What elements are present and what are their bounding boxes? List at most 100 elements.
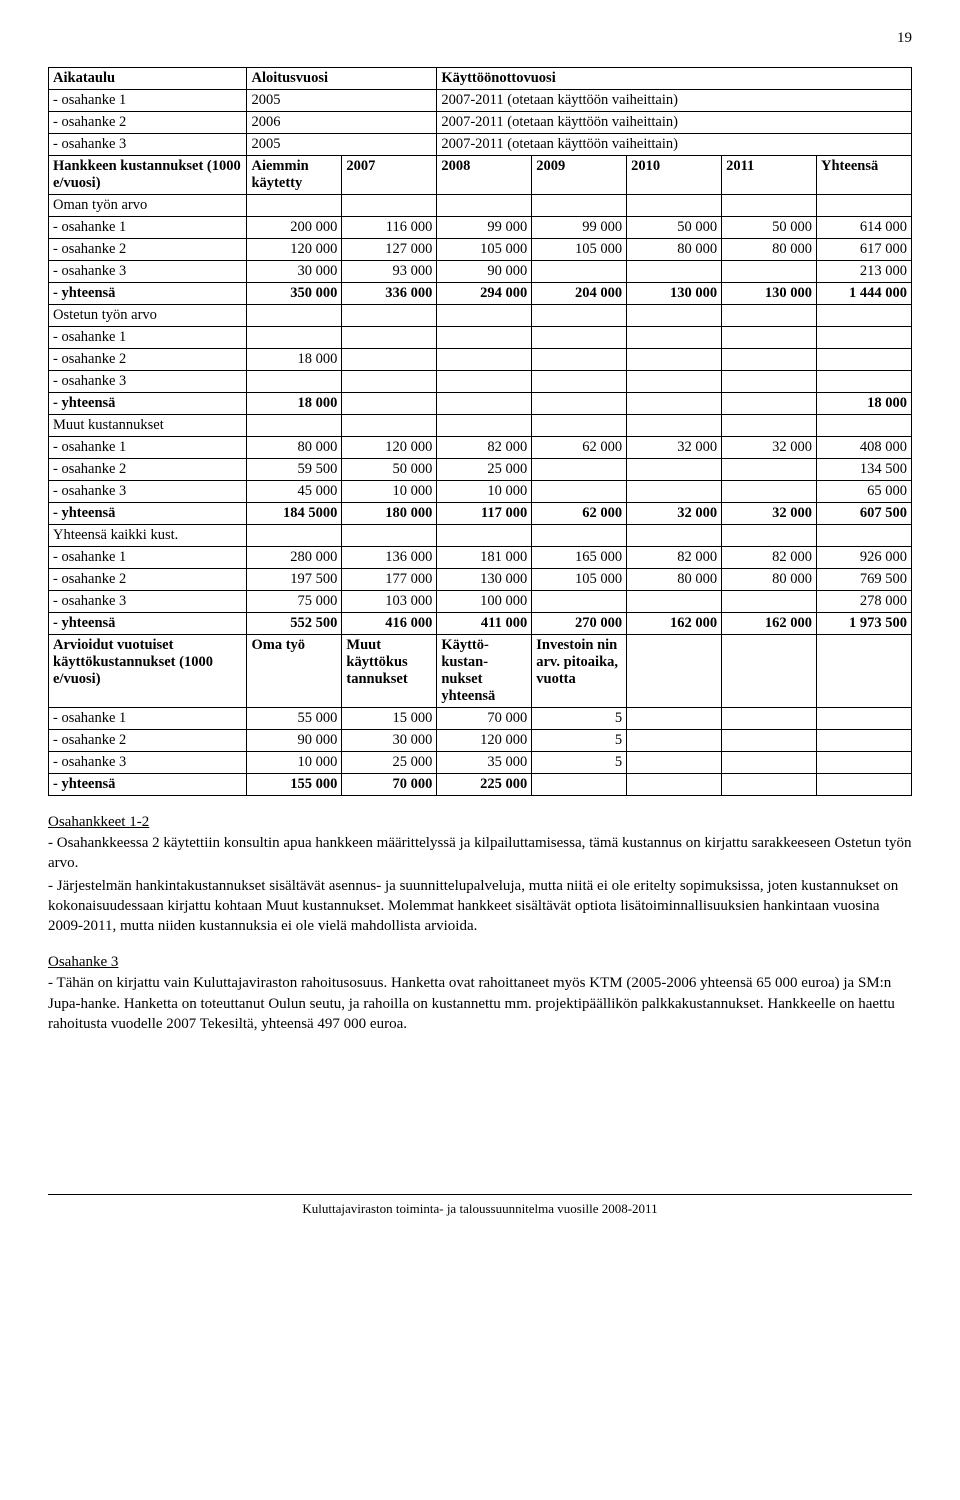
- group-row: 181 000: [437, 547, 532, 569]
- group-total-row: [722, 393, 817, 415]
- main-table: AikatauluAloitusvuosiKäyttöönottovuosi- …: [48, 67, 912, 796]
- section-title: Osahanke 3: [48, 954, 912, 971]
- group-row: [532, 481, 627, 503]
- group-row: - osahanke 2: [49, 239, 247, 261]
- group-row: - osahanke 2: [49, 569, 247, 591]
- group-row: [627, 371, 722, 393]
- empty-cell: [532, 305, 627, 327]
- group-total-row: 32 000: [722, 503, 817, 525]
- group-row: 75 000: [247, 591, 342, 613]
- group-row: 30 000: [247, 261, 342, 283]
- group-row: 120 000: [342, 437, 437, 459]
- group-row: - osahanke 3: [49, 481, 247, 503]
- group-row: 130 000: [437, 569, 532, 591]
- group-row: 134 500: [817, 459, 912, 481]
- annual-row: 35 000: [437, 752, 532, 774]
- annual-row: 5: [532, 752, 627, 774]
- empty-cell: [532, 195, 627, 217]
- group-row: [532, 371, 627, 393]
- group-row: [722, 327, 817, 349]
- empty-cell: [247, 305, 342, 327]
- group-total-row: 130 000: [627, 283, 722, 305]
- empty-cell: [437, 525, 532, 547]
- group-row: - osahanke 1: [49, 547, 247, 569]
- group-row: [722, 261, 817, 283]
- group-row: [437, 349, 532, 371]
- annual-row: 5: [532, 730, 627, 752]
- group-row: 10 000: [342, 481, 437, 503]
- annual-row: 15 000: [342, 708, 437, 730]
- group-title: Ostetun työn arvo: [49, 305, 247, 327]
- annual-row: 25 000: [342, 752, 437, 774]
- annual-row: 55 000: [247, 708, 342, 730]
- group-total-row: [342, 393, 437, 415]
- annual-total-row: [627, 774, 722, 796]
- group-row: 197 500: [247, 569, 342, 591]
- header-kayttoonotto: Käyttöönottovuosi: [437, 68, 912, 90]
- group-row: 105 000: [532, 569, 627, 591]
- group-row: [532, 591, 627, 613]
- empty-cell: [722, 525, 817, 547]
- group-total-row: [627, 393, 722, 415]
- group-row: - osahanke 3: [49, 591, 247, 613]
- empty-cell: [722, 195, 817, 217]
- group-total-row: 184 5000: [247, 503, 342, 525]
- group-total-row: 294 000: [437, 283, 532, 305]
- annual-row: 30 000: [342, 730, 437, 752]
- group-total-row: 607 500: [817, 503, 912, 525]
- annual-header: [817, 635, 912, 708]
- group-row: 18 000: [247, 349, 342, 371]
- schedule-year: 2005: [247, 134, 437, 156]
- schedule-label: - osahanke 1: [49, 90, 247, 112]
- group-total-row: 18 000: [247, 393, 342, 415]
- group-row: - osahanke 2: [49, 349, 247, 371]
- group-row: [627, 261, 722, 283]
- group-title: Yhteensä kaikki kust.: [49, 525, 247, 547]
- group-total-row: 416 000: [342, 613, 437, 635]
- group-total-row: 411 000: [437, 613, 532, 635]
- empty-cell: [627, 525, 722, 547]
- empty-cell: [817, 525, 912, 547]
- empty-cell: [342, 195, 437, 217]
- group-row: [532, 261, 627, 283]
- group-title: Muut kustannukset: [49, 415, 247, 437]
- group-total-row: 162 000: [722, 613, 817, 635]
- empty-cell: [342, 525, 437, 547]
- group-total-row: 1 973 500: [817, 613, 912, 635]
- empty-cell: [342, 305, 437, 327]
- empty-cell: [342, 415, 437, 437]
- group-row: [627, 349, 722, 371]
- empty-cell: [627, 195, 722, 217]
- group-total-row: [532, 393, 627, 415]
- group-row: 62 000: [532, 437, 627, 459]
- group-total-row: 18 000: [817, 393, 912, 415]
- group-row: 614 000: [817, 217, 912, 239]
- schedule-label: - osahanke 2: [49, 112, 247, 134]
- group-row: [817, 371, 912, 393]
- group-total-row: 162 000: [627, 613, 722, 635]
- empty-cell: [627, 415, 722, 437]
- annual-row: 5: [532, 708, 627, 730]
- group-row: 127 000: [342, 239, 437, 261]
- group-row: 617 000: [817, 239, 912, 261]
- page-number: 19: [48, 30, 912, 47]
- group-row: 25 000: [437, 459, 532, 481]
- group-row: [247, 371, 342, 393]
- empty-cell: [247, 415, 342, 437]
- annual-row: [627, 730, 722, 752]
- group-title: Oman työn arvo: [49, 195, 247, 217]
- annual-header: [627, 635, 722, 708]
- group-row: 99 000: [437, 217, 532, 239]
- group-row: 120 000: [247, 239, 342, 261]
- group-row: 165 000: [532, 547, 627, 569]
- cost-header: 2007: [342, 156, 437, 195]
- group-row: 90 000: [437, 261, 532, 283]
- group-total-row: 62 000: [532, 503, 627, 525]
- annual-row: 120 000: [437, 730, 532, 752]
- group-row: 50 000: [722, 217, 817, 239]
- annual-total-row: 155 000: [247, 774, 342, 796]
- group-total-row: 180 000: [342, 503, 437, 525]
- schedule-note: 2007-2011 (otetaan käyttöön vaiheittain): [437, 90, 912, 112]
- empty-cell: [532, 415, 627, 437]
- group-total-row: - yhteensä: [49, 283, 247, 305]
